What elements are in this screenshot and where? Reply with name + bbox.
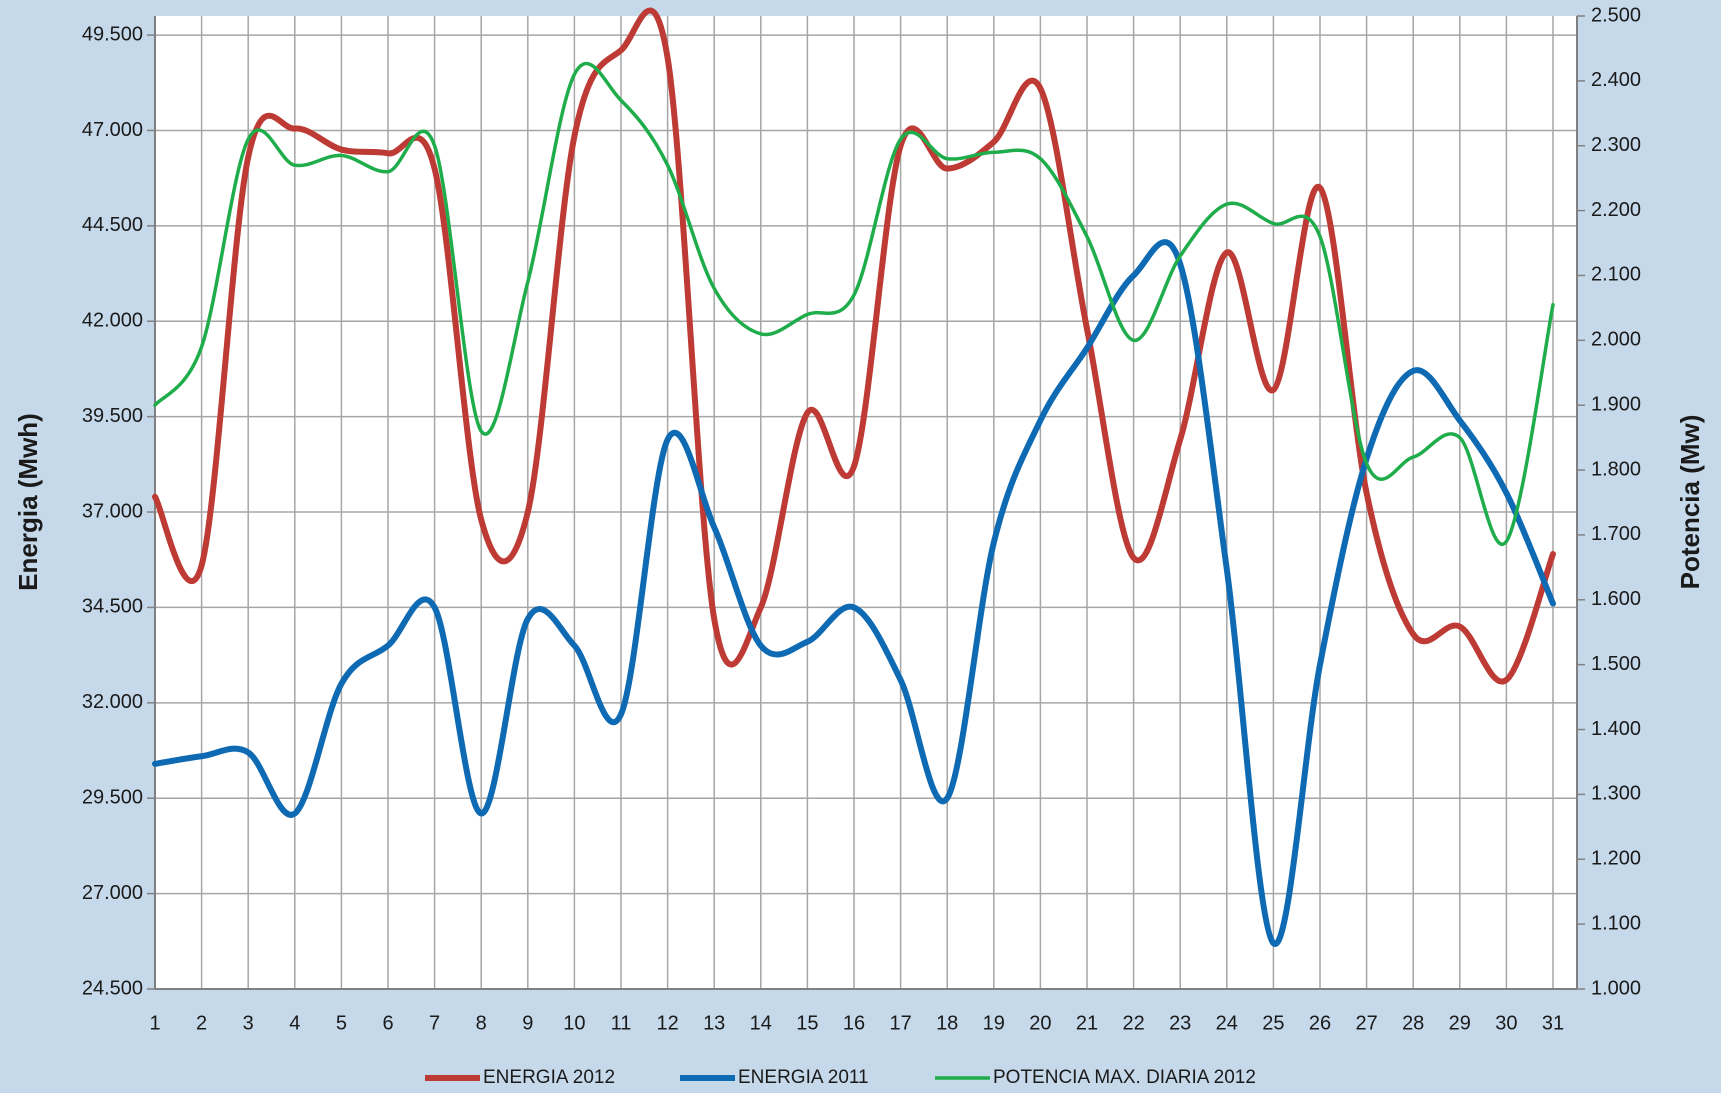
y-tick-label: 44.500 <box>82 214 143 236</box>
x-tick-label: 3 <box>243 1012 254 1034</box>
x-tick-label: 22 <box>1122 1012 1144 1034</box>
y-tick-label: 37.000 <box>82 500 143 522</box>
x-tick-label: 26 <box>1309 1012 1331 1034</box>
y2-tick-label: 1.200 <box>1591 848 1641 870</box>
y2-tick-label: 1.700 <box>1591 523 1641 545</box>
y2-tick-label: 2.500 <box>1591 4 1641 26</box>
x-tick-label: 6 <box>382 1012 393 1034</box>
x-tick-label: 8 <box>476 1012 487 1034</box>
x-tick-label: 14 <box>750 1012 772 1034</box>
x-tick-label: 7 <box>429 1012 440 1034</box>
y-tick-label: 42.000 <box>82 310 143 332</box>
y-tick-label: 24.500 <box>82 977 143 999</box>
y-tick-label: 27.000 <box>82 882 143 904</box>
y-tick-label: 29.500 <box>82 786 143 808</box>
series-line <box>152 239 1556 947</box>
y2-tick-label: 1.800 <box>1591 458 1641 480</box>
y2-tick-label: 2.200 <box>1591 199 1641 221</box>
x-tick-label: 17 <box>889 1012 911 1034</box>
x-tick-label: 9 <box>522 1012 533 1034</box>
x-tick-label: 20 <box>1029 1012 1051 1034</box>
y2-axis-title: Potencia (Mw) <box>1675 415 1705 590</box>
y2-tick-label: 1.300 <box>1591 783 1641 805</box>
x-tick-label: 24 <box>1216 1012 1238 1034</box>
x-tick-label: 31 <box>1542 1012 1564 1034</box>
legend-text: ENERGIA 2011 <box>738 1067 869 1088</box>
legend-text: POTENCIA MAX. DIARIA 2012 <box>993 1067 1256 1088</box>
x-tick-label: 25 <box>1262 1012 1284 1034</box>
y2-tick-label: 1.400 <box>1591 718 1641 740</box>
y2-tick-label: 1.900 <box>1591 393 1641 415</box>
x-tick-label: 4 <box>289 1012 300 1034</box>
x-tick-label: 1 <box>149 1012 160 1034</box>
x-tick-label: 19 <box>983 1012 1005 1034</box>
x-tick-label: 10 <box>563 1012 585 1034</box>
y-tick-label: 49.500 <box>82 23 143 45</box>
y2-tick-label: 2.000 <box>1591 329 1641 351</box>
y2-tick-label: 2.400 <box>1591 69 1641 91</box>
y-tick-label: 39.500 <box>82 405 143 427</box>
x-tick-label: 13 <box>703 1012 725 1034</box>
x-tick-label: 12 <box>656 1012 678 1034</box>
x-tick-label: 21 <box>1076 1012 1098 1034</box>
y2-tick-label: 1.000 <box>1591 977 1641 999</box>
x-tick-label: 29 <box>1449 1012 1471 1034</box>
y2-tick-label: 2.300 <box>1591 134 1641 156</box>
x-tick-label: 16 <box>843 1012 865 1034</box>
y2-tick-label: 2.100 <box>1591 264 1641 286</box>
x-tick-label: 5 <box>336 1012 347 1034</box>
plot-area <box>155 16 1577 989</box>
series-line <box>153 62 1555 547</box>
y-tick-label: 47.000 <box>82 119 143 141</box>
y2-tick-label: 1.100 <box>1591 912 1641 934</box>
x-tick-label: 28 <box>1402 1012 1424 1034</box>
y2-tick-label: 1.500 <box>1591 653 1641 675</box>
legend-text: ENERGIA 2012 <box>483 1067 615 1088</box>
x-tick-label: 27 <box>1355 1012 1377 1034</box>
y-axis-title: Energia (Mwh) <box>13 413 43 591</box>
x-tick-label: 18 <box>936 1012 958 1034</box>
x-tick-label: 15 <box>796 1012 818 1034</box>
x-tick-label: 23 <box>1169 1012 1191 1034</box>
y-tick-label: 32.000 <box>82 691 143 713</box>
x-tick-label: 11 <box>611 1012 632 1034</box>
y2-tick-label: 1.600 <box>1591 588 1641 610</box>
x-tick-label: 2 <box>196 1012 207 1034</box>
x-tick-label: 30 <box>1495 1012 1517 1034</box>
y-tick-label: 34.500 <box>82 596 143 618</box>
